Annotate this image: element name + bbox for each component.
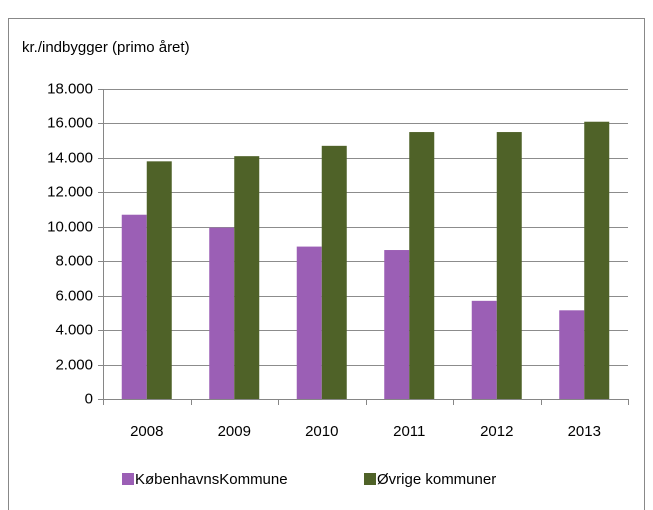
legend-swatch bbox=[122, 473, 134, 485]
x-tick-label: 2012 bbox=[480, 423, 513, 440]
bar bbox=[471, 300, 497, 399]
y-tick-label: 18.000 bbox=[47, 80, 93, 97]
legend-label: KøbenhavnsKommune bbox=[135, 471, 288, 488]
x-tick-label: 2010 bbox=[305, 423, 338, 440]
bar bbox=[234, 156, 260, 399]
y-tick-label: 14.000 bbox=[47, 149, 93, 166]
bar bbox=[584, 121, 610, 399]
y-tick-label: 2.000 bbox=[55, 356, 93, 373]
bar bbox=[409, 132, 435, 400]
y-tick-label: 8.000 bbox=[55, 252, 93, 269]
bar bbox=[121, 214, 147, 399]
y-tick-label: 4.000 bbox=[55, 321, 93, 338]
y-tick-label: 12.000 bbox=[47, 183, 93, 200]
y-tick-label: 6.000 bbox=[55, 287, 93, 304]
y-axis-label: kr./indbygger (primo året) bbox=[22, 39, 190, 56]
x-tick-label: 2009 bbox=[218, 423, 251, 440]
y-tick-label: 0 bbox=[85, 390, 93, 407]
bar bbox=[559, 310, 585, 399]
legend-label: Øvrige kommuner bbox=[377, 471, 496, 488]
y-tick-label: 16.000 bbox=[47, 114, 93, 131]
bar bbox=[296, 246, 322, 399]
x-tick-label: 2013 bbox=[568, 423, 601, 440]
x-tick-label: 2008 bbox=[130, 423, 163, 440]
bar bbox=[209, 227, 235, 399]
x-tick-label: 2011 bbox=[393, 423, 425, 440]
bar bbox=[146, 161, 172, 399]
bar bbox=[321, 145, 347, 399]
bar bbox=[384, 250, 410, 399]
bar bbox=[496, 132, 522, 400]
legend-swatch bbox=[364, 473, 376, 485]
y-tick-label: 10.000 bbox=[47, 218, 93, 235]
